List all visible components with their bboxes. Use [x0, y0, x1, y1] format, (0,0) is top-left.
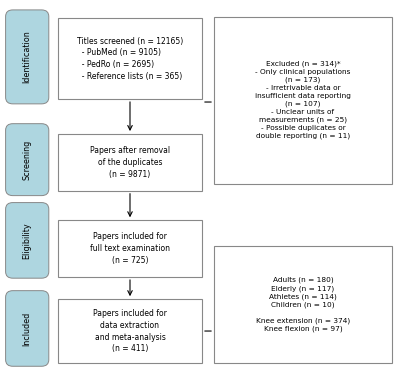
FancyBboxPatch shape [6, 203, 49, 278]
FancyBboxPatch shape [58, 299, 202, 363]
FancyBboxPatch shape [58, 18, 202, 99]
FancyBboxPatch shape [58, 220, 202, 277]
Text: Papers included for
data extraction
and meta-analysis
(n = 411): Papers included for data extraction and … [93, 309, 167, 353]
FancyBboxPatch shape [214, 246, 392, 363]
Text: Adults (n = 180)
Elderly (n = 117)
Athletes (n = 114)
Children (n = 10)

Knee ex: Adults (n = 180) Elderly (n = 117) Athle… [256, 277, 350, 333]
Text: Titles screened (n = 12165)
  - PubMed (n = 9105)
  - PedRo (n = 2695)
  - Refer: Titles screened (n = 12165) - PubMed (n … [77, 37, 183, 81]
Text: Identification: Identification [23, 30, 32, 83]
Text: Excluded (n = 314)*
- Only clinical populations
(n = 173)
- Irretrivable data or: Excluded (n = 314)* - Only clinical popu… [255, 61, 351, 139]
Text: Papers included for
full text examination
(n = 725): Papers included for full text examinatio… [90, 232, 170, 265]
Text: Screening: Screening [23, 139, 32, 180]
Text: Included: Included [23, 311, 32, 346]
FancyBboxPatch shape [6, 291, 49, 366]
Text: Papers after removal
of the duplicates
(n = 9871): Papers after removal of the duplicates (… [90, 146, 170, 179]
FancyBboxPatch shape [58, 134, 202, 191]
FancyBboxPatch shape [6, 10, 49, 104]
FancyBboxPatch shape [214, 17, 392, 184]
FancyBboxPatch shape [6, 124, 49, 196]
Text: Eligibility: Eligibility [23, 222, 32, 259]
